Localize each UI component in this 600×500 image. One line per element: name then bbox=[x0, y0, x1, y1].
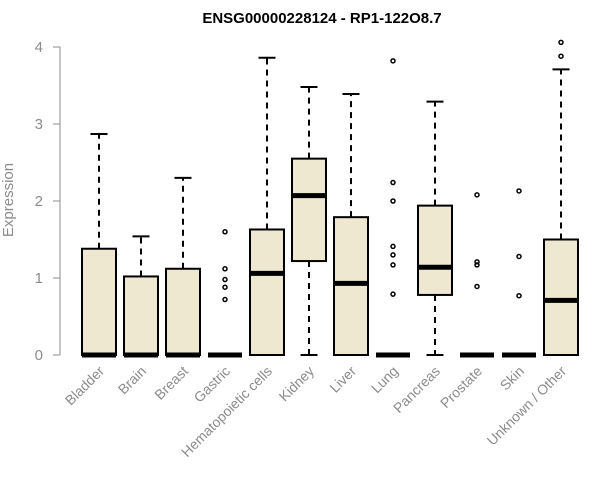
outlier-point bbox=[222, 284, 228, 290]
box-body bbox=[291, 157, 327, 263]
box-body bbox=[417, 204, 453, 296]
box-body bbox=[165, 267, 201, 357]
y-tick-label: 0 bbox=[35, 347, 43, 364]
box-group bbox=[81, 39, 579, 358]
outlier-point bbox=[474, 262, 480, 268]
box-body bbox=[81, 247, 117, 357]
box-pancreas bbox=[417, 100, 453, 356]
box-body bbox=[123, 275, 159, 356]
chart-title: ENSG00000228124 - RP1-122O8.7 bbox=[202, 10, 441, 27]
outlier-point bbox=[558, 53, 564, 59]
outlier-point bbox=[474, 283, 480, 290]
y-tick-label: 2 bbox=[35, 193, 43, 210]
box-breast bbox=[165, 176, 201, 358]
outlier-point bbox=[474, 259, 480, 265]
outlier-point bbox=[390, 291, 396, 297]
outlier-point bbox=[222, 276, 228, 283]
y-tick-label: 1 bbox=[35, 270, 43, 287]
box-unknown-other bbox=[543, 39, 579, 356]
x-category-label: Skin bbox=[497, 363, 528, 394]
box-kidney bbox=[291, 86, 327, 356]
x-category-label: Unknown / Other bbox=[484, 363, 570, 449]
y-axis-label: Expression bbox=[0, 163, 17, 237]
outlier-point bbox=[222, 296, 228, 303]
outlier-point bbox=[222, 266, 228, 272]
x-category-label: Kidney bbox=[276, 363, 318, 405]
outlier-point bbox=[558, 39, 564, 46]
outlier-point bbox=[516, 253, 522, 260]
box-prostate bbox=[460, 192, 494, 358]
outlier-point bbox=[390, 243, 396, 250]
outlier-point bbox=[390, 58, 396, 64]
outlier-point bbox=[222, 229, 228, 235]
x-category-label: Prostate bbox=[437, 363, 485, 411]
x-category-label: Bladder bbox=[62, 363, 108, 409]
outlier-point bbox=[516, 292, 522, 299]
x-category-label: Liver bbox=[326, 363, 359, 396]
box-skin bbox=[502, 188, 536, 358]
outlier-point bbox=[390, 252, 396, 258]
y-axis: 0 1 2 3 4 bbox=[35, 39, 61, 364]
y-tick-label: 4 bbox=[35, 39, 43, 56]
x-category-label: Brain bbox=[115, 363, 149, 397]
box-gastric bbox=[208, 229, 242, 358]
outlier-point bbox=[390, 262, 396, 268]
outlier-point bbox=[516, 188, 522, 194]
x-category-label: Pancreas bbox=[390, 363, 443, 416]
x-category-label: Breast bbox=[151, 363, 191, 403]
box-hematopoietic-cells bbox=[249, 56, 285, 357]
y-tick-label: 3 bbox=[35, 116, 43, 133]
x-category-label: Lung bbox=[368, 363, 401, 396]
box-liver bbox=[333, 92, 369, 356]
outlier-point bbox=[474, 192, 480, 198]
box-body bbox=[333, 216, 369, 356]
box-brain bbox=[123, 235, 159, 358]
outlier-point bbox=[390, 179, 396, 186]
box-bladder bbox=[81, 133, 117, 358]
box-body bbox=[543, 238, 579, 356]
box-lung bbox=[376, 58, 410, 358]
outlier-point bbox=[390, 198, 396, 204]
box-body bbox=[249, 228, 285, 357]
